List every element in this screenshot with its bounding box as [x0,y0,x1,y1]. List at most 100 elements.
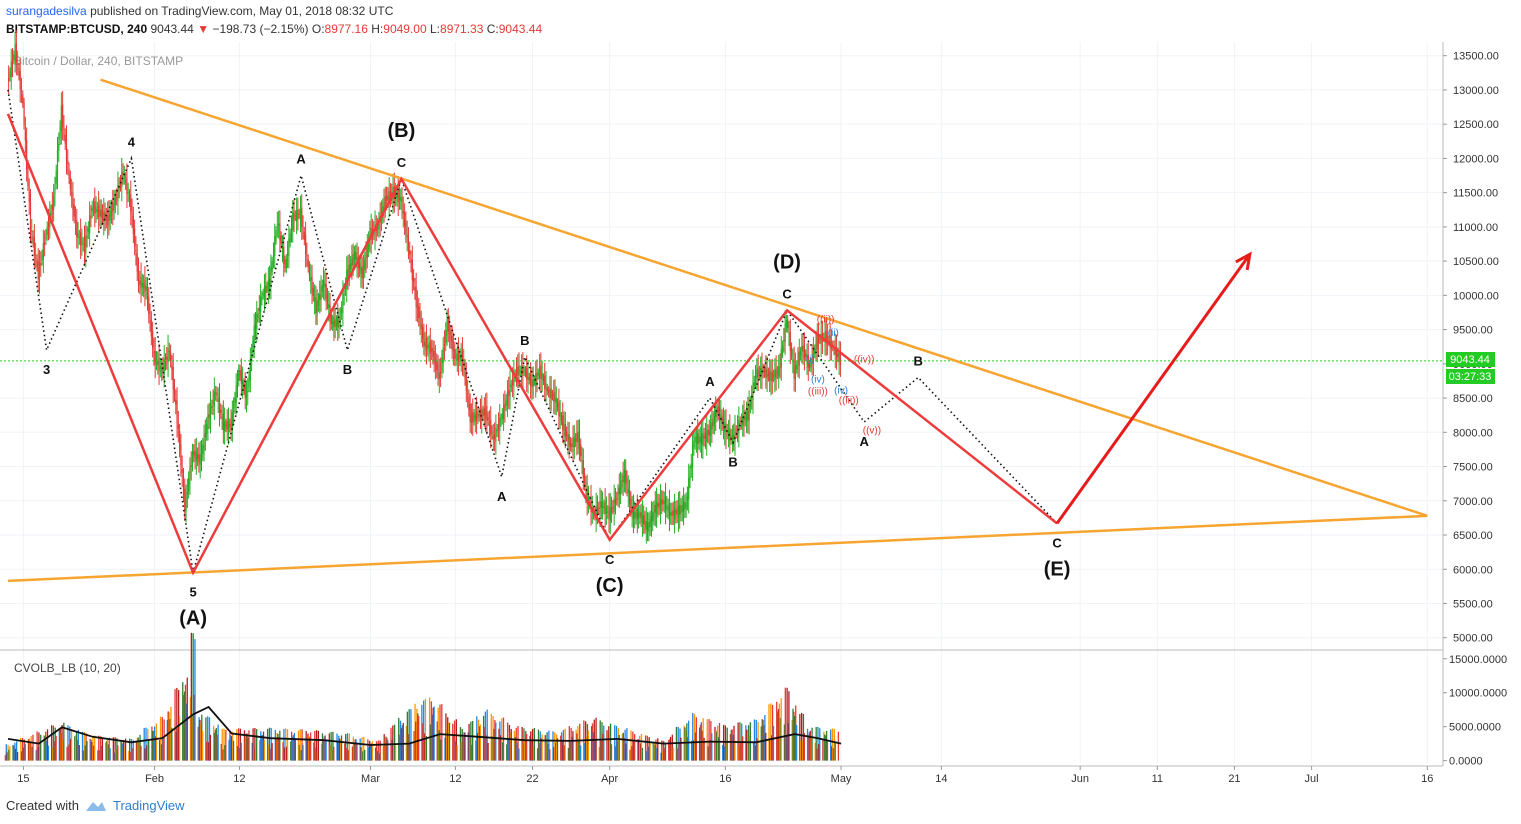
volume-bar [414,703,416,761]
volume-bar [624,729,626,761]
volume-bar [252,728,254,761]
volume-bar [306,739,308,761]
volume-bar [47,745,50,761]
volume-bar [52,725,55,761]
volume-bar [82,750,85,761]
candle-body [44,242,46,245]
volume-bar [552,731,554,761]
volume-bar [309,737,311,761]
volume-bar [201,714,203,761]
candle-body [529,374,532,387]
volume-bar [564,728,566,761]
candle-body [780,349,782,368]
volume-bar [354,739,356,761]
volume-bar [240,742,242,761]
candle-body [146,285,149,303]
candle-body [527,373,529,381]
candle-body [119,183,122,185]
candle-body [787,319,789,329]
candle-body [481,408,483,420]
grid [0,42,1443,764]
candle-body [571,443,573,447]
candle-body [424,341,426,347]
volume-bar [521,727,523,761]
author-link[interactable]: surangadesilva [6,4,87,18]
candle-body [260,296,262,313]
candle-body [384,196,386,208]
volume-bar [590,726,593,761]
volume-bar [532,745,535,761]
candle-body [320,287,322,301]
volume-bar [709,739,711,761]
candle-body [558,401,560,417]
candle-body [434,358,437,366]
candle-body [377,225,379,229]
candle-body [690,463,692,469]
volume-bar [472,720,474,761]
volume-bar [822,739,824,761]
volume-bar [475,740,477,761]
candle-body [401,196,403,210]
candle-body [623,470,626,482]
subwave-label: B [913,354,922,369]
volume-bar [12,744,14,761]
candle-body [65,138,68,161]
price-tick-label: 5500.00 [1453,598,1493,610]
candle-body [202,444,204,455]
candle-body [101,211,104,218]
volume-bar [460,742,462,761]
publisher-line: surangadesilva published on TradingView.… [6,4,393,18]
candle-body [734,428,736,443]
volume-bar [478,726,481,761]
volume-bar [175,731,177,761]
candle-body [600,501,602,508]
candle-body [704,433,707,439]
candle-body [727,430,730,437]
volume-bar [748,735,751,761]
candle-body [62,104,64,127]
volume-bar [70,728,73,761]
volume-bar [337,742,339,761]
volume-bar [378,753,380,761]
candle-body [355,252,357,260]
volume-bar [817,726,819,761]
volume-bar [501,718,503,761]
volume-bar [819,728,821,761]
candle-body [397,189,399,203]
volume-bar [271,743,273,761]
volume-bar [236,729,238,761]
tradingview-brand-link[interactable]: TradingView [112,798,185,813]
volume-bar [267,744,270,761]
candle-body [287,253,289,256]
volume-bar [485,735,487,761]
volume-bar [726,727,728,761]
candle-body [333,316,335,328]
volume-bar [67,725,69,761]
volume-bar [21,738,24,761]
volume-bar [555,734,558,761]
volume-bar [368,747,370,761]
candle-body [416,304,419,309]
volume-bar [276,732,278,761]
candle-body [564,423,566,437]
volume-bar [315,747,317,761]
volume-bar [754,745,757,761]
candle-body [806,356,808,363]
volume-bar [294,739,296,761]
subwave-label: 3 [43,362,50,377]
volume-bar [647,746,649,761]
volume-bar [92,737,94,761]
volume-bar [45,731,47,761]
candle-body [112,203,114,212]
volume-bar [75,732,78,761]
candle-body [280,235,282,245]
candle-body [625,469,627,484]
candle-body [475,410,478,421]
candle-body [433,350,435,363]
volume-bar [795,725,798,761]
candle-body [350,263,352,270]
candle-body [484,407,487,419]
volume-bar [445,713,447,761]
candle-body [328,304,330,309]
price-chart[interactable]: Bitcoin / Dollar, 240, BITSTAMP (A) (B) (C… [0,0,1521,790]
